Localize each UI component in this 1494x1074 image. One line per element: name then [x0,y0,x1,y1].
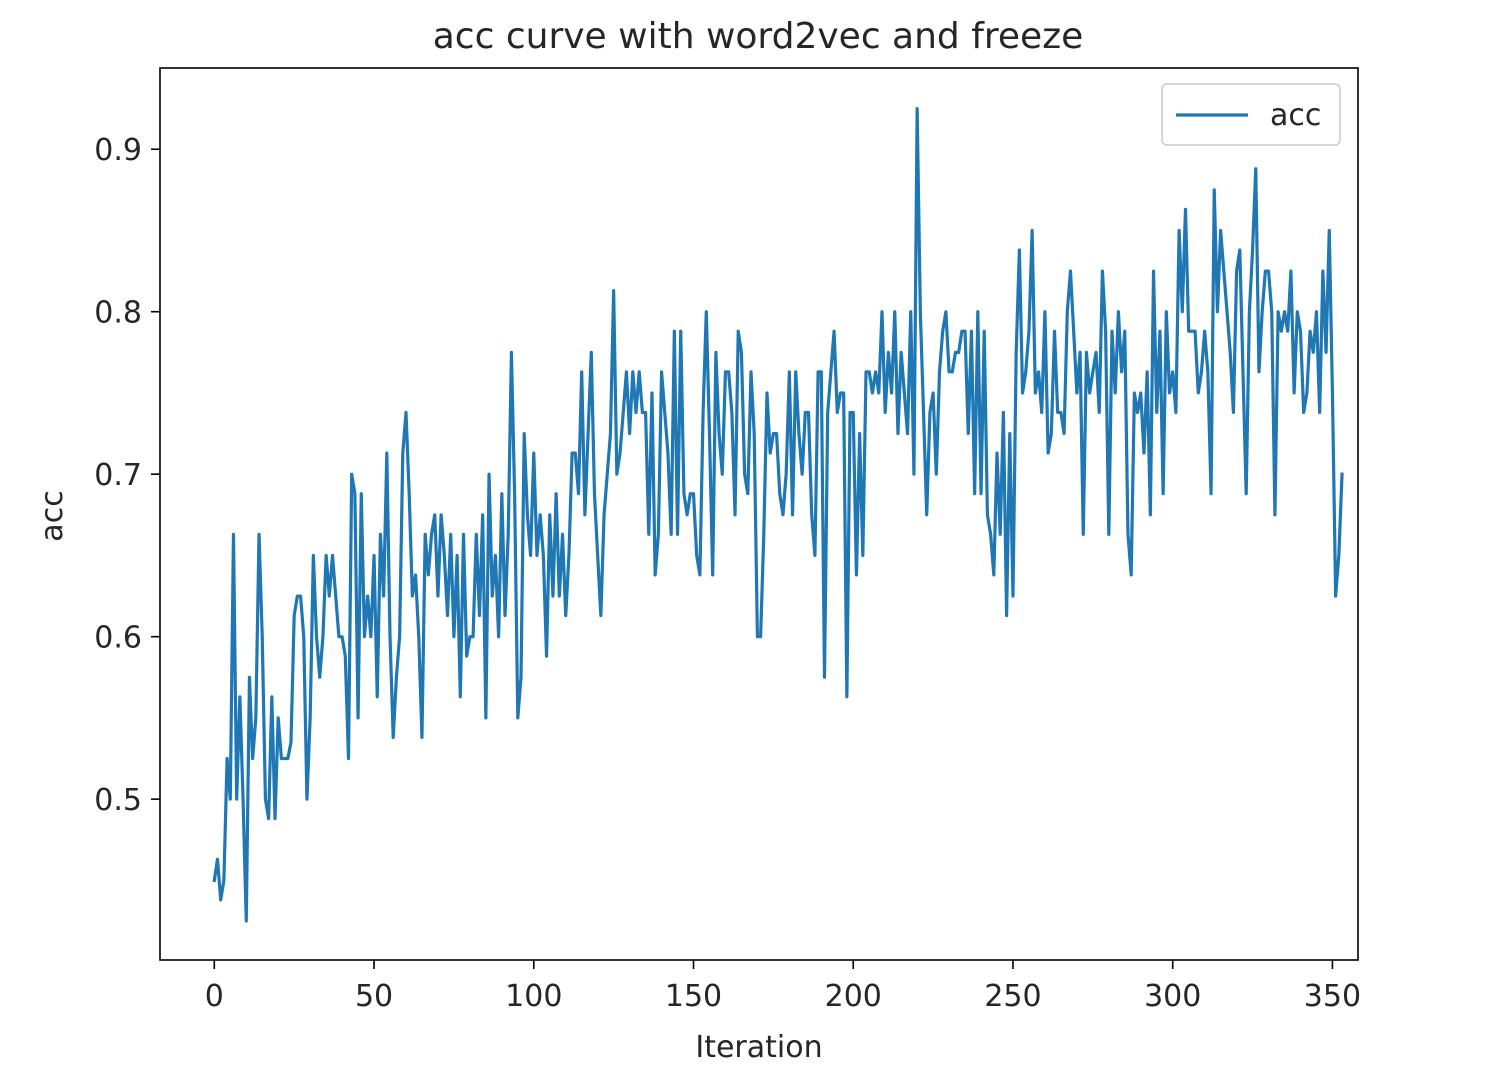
y-tick-label: 0.5 [94,783,142,818]
legend-box [1161,83,1341,146]
x-tick-label: 0 [205,979,224,1014]
series-line-acc [212,107,1344,923]
x-tick-label: 150 [665,979,722,1014]
y-axis-label: acc [35,490,70,541]
x-tick-label: 50 [355,979,393,1014]
series-layer [212,107,1344,923]
y-tick-label: 0.7 [94,458,142,493]
axes-frame [159,67,1359,961]
y-tick-label: 0.8 [94,296,142,331]
x-tick-label: 250 [984,979,1041,1014]
y-tick-label: 0.9 [94,133,142,168]
x-tick-label: 200 [825,979,882,1014]
x-axis: 0 50 100 150 200 250 300 350 [205,960,1361,1014]
x-axis-label: Iteration [695,1030,822,1065]
chart-title: acc curve with word2vec and freeze [433,16,1084,57]
x-tick-label: 100 [505,979,562,1014]
y-axis: 0.5 0.6 0.7 0.8 0.9 [94,133,160,818]
y-tick-label: 0.6 [94,621,142,656]
legend-label-acc: acc [1270,98,1321,133]
x-tick-label: 350 [1304,979,1361,1014]
x-tick-label: 300 [1144,979,1201,1014]
legend: acc [1161,83,1341,146]
